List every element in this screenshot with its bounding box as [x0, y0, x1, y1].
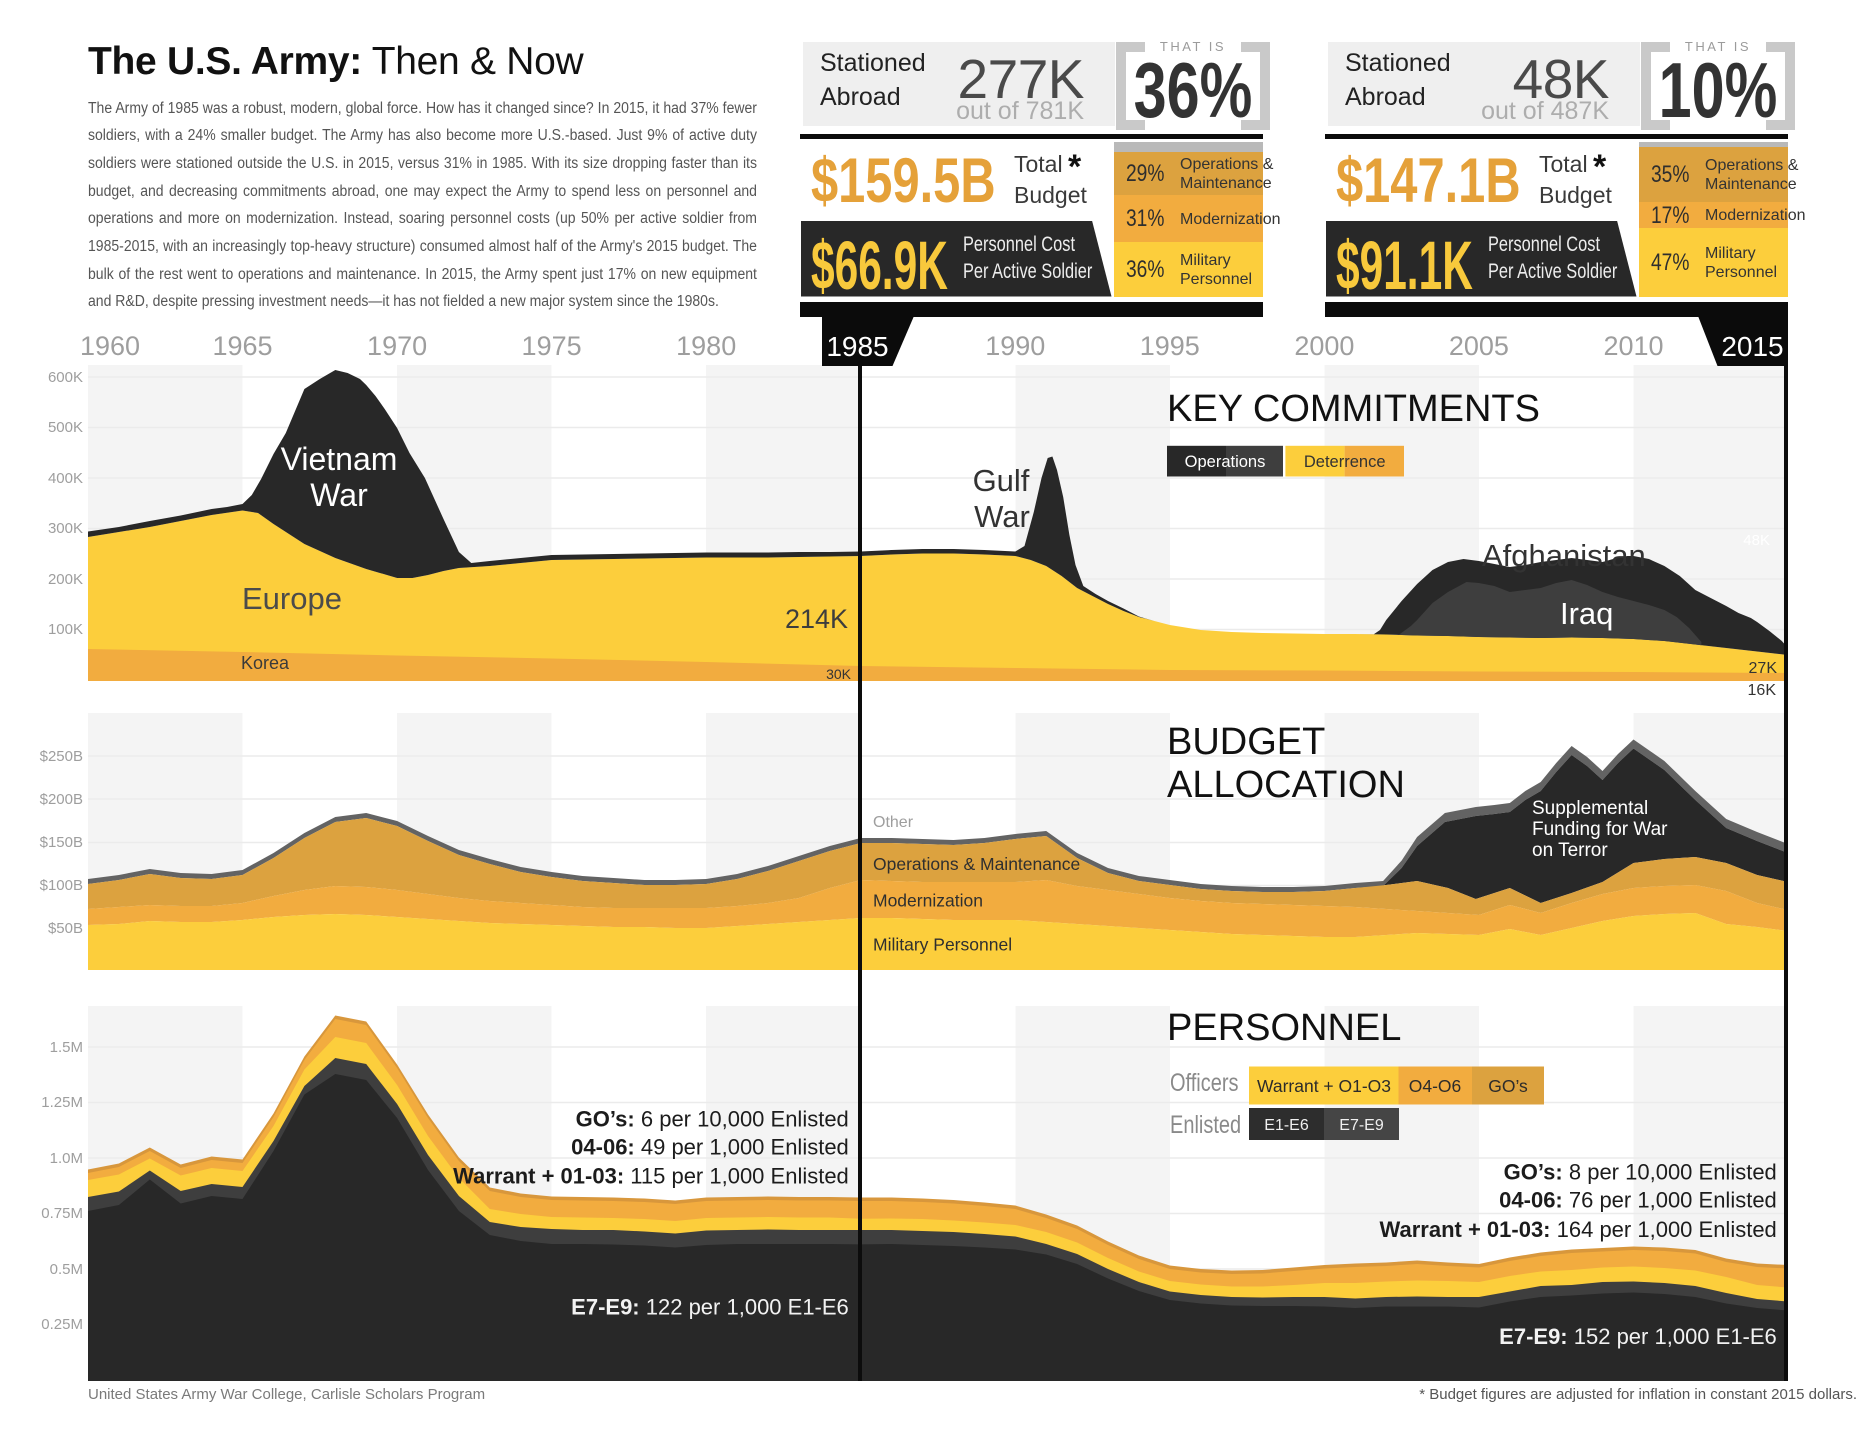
svg-text:War: War	[974, 499, 1030, 534]
svg-text:Warrant + 01-03: 164 per 1,000: Warrant + 01-03: 164 per 1,000 Enlisted	[1380, 1217, 1777, 1242]
svg-text:04-06: 76 per 1,000 Enlisted: 04-06: 76 per 1,000 Enlisted	[1499, 1188, 1777, 1213]
svg-text:Warrant + 01-03: 115 per 1,000: Warrant + 01-03: 115 per 1,000 Enlisted	[453, 1163, 849, 1188]
svg-text:on Terror: on Terror	[1532, 840, 1608, 861]
svg-text:16K: 16K	[1748, 682, 1777, 699]
svg-text:E7-E9: 122 per 1,000 E1-E6: E7-E9: 122 per 1,000 E1-E6	[571, 1295, 849, 1320]
svg-text:Officers: Officers	[1170, 1069, 1238, 1097]
svg-text:Warrant + O1-O3: Warrant + O1-O3	[1257, 1076, 1391, 1096]
svg-text:30K: 30K	[826, 666, 852, 682]
svg-text:E7-E9: E7-E9	[1339, 1117, 1384, 1134]
svg-text:GO’s: 6 per 10,000 Enlisted: GO’s: 6 per 10,000 Enlisted	[576, 1107, 849, 1132]
svg-text:04-06: 49 per 1,000 Enlisted: 04-06: 49 per 1,000 Enlisted	[571, 1134, 849, 1159]
svg-text:48K: 48K	[1743, 532, 1770, 549]
svg-text:Modernization: Modernization	[873, 891, 983, 911]
svg-text:Supplemental: Supplemental	[1532, 798, 1648, 819]
svg-text:Operations & Maintenance: Operations & Maintenance	[873, 854, 1080, 874]
svg-text:Other: Other	[873, 814, 914, 831]
svg-text:Military Personnel: Military Personnel	[873, 935, 1012, 955]
svg-text:Funding for War: Funding for War	[1532, 819, 1668, 840]
svg-text:E1-E6: E1-E6	[1264, 1117, 1309, 1134]
svg-text:Afghanistan: Afghanistan	[1482, 538, 1646, 573]
svg-text:Deterrence: Deterrence	[1304, 453, 1386, 471]
svg-text:Korea: Korea	[241, 653, 290, 673]
svg-text:Vietnam: Vietnam	[281, 441, 398, 477]
svg-text:E7-E9: 152 per 1,000 E1-E6: E7-E9: 152 per 1,000 E1-E6	[1499, 1324, 1777, 1349]
svg-text:Enlisted: Enlisted	[1170, 1111, 1241, 1139]
svg-text:214K: 214K	[785, 604, 848, 634]
svg-text:Operations: Operations	[1185, 453, 1266, 471]
svg-text:War: War	[310, 477, 368, 513]
svg-text:Europe: Europe	[242, 581, 342, 616]
svg-text:GO’s: 8 per 10,000 Enlisted: GO’s: 8 per 10,000 Enlisted	[1504, 1159, 1777, 1184]
svg-text:Gulf: Gulf	[973, 463, 1030, 498]
svg-text:27K: 27K	[1749, 660, 1778, 677]
svg-text:O4-O6: O4-O6	[1409, 1076, 1462, 1096]
svg-text:Iraq: Iraq	[1560, 596, 1613, 631]
svg-text:GO’s: GO’s	[1488, 1076, 1528, 1096]
